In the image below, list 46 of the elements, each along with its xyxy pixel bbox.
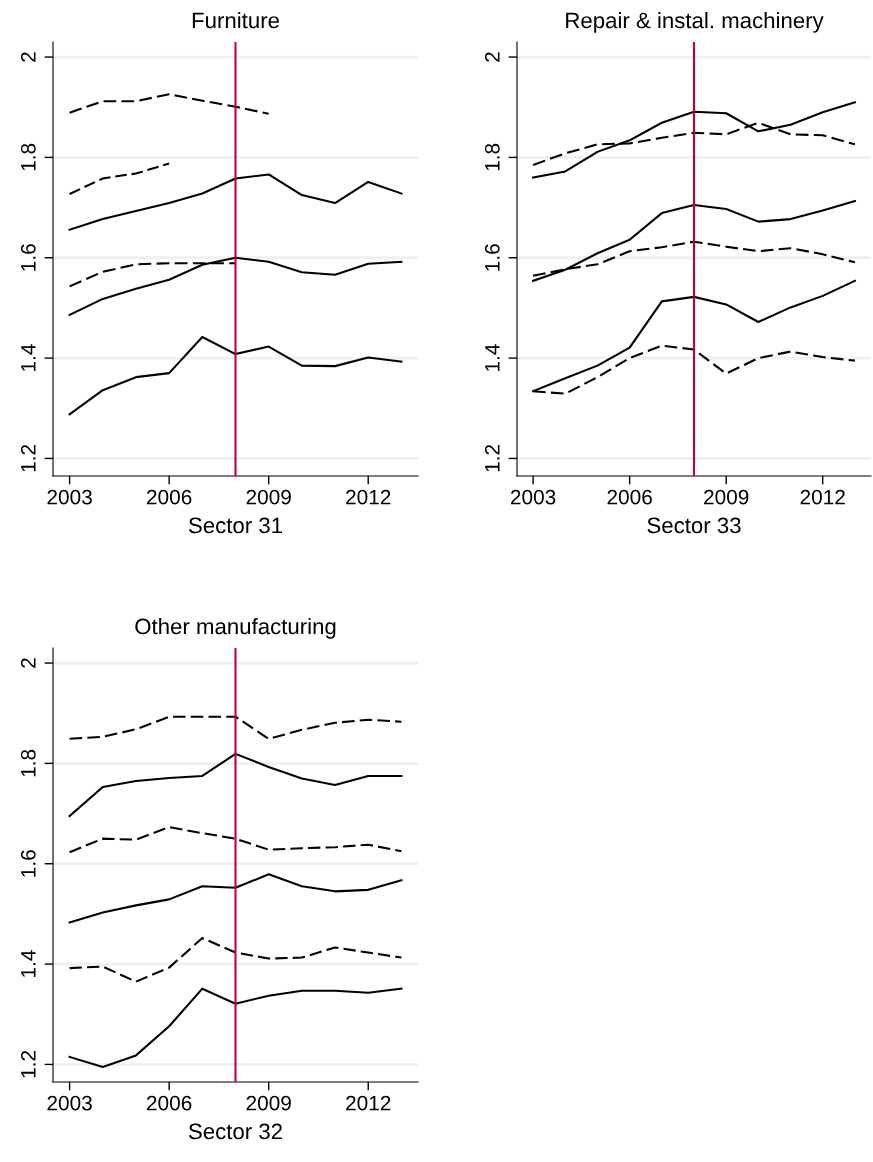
x-tick-label: 2003 bbox=[47, 489, 92, 505]
x-tick-label: 2012 bbox=[800, 489, 845, 505]
y-tick-label: 1.8 bbox=[484, 143, 500, 171]
x-tick-label: 2009 bbox=[704, 489, 749, 505]
y-tick-label: 1.8 bbox=[20, 143, 36, 171]
line-series bbox=[68, 987, 403, 1068]
line-series bbox=[68, 173, 403, 231]
chart-title: Other manufacturing bbox=[135, 618, 336, 639]
y-tick-label: 2 bbox=[20, 658, 36, 668]
y-tick-label: 1.8 bbox=[20, 749, 36, 777]
line-series bbox=[68, 715, 403, 740]
x-tick-label: 2006 bbox=[147, 489, 192, 505]
x-tick-label: 2003 bbox=[510, 489, 556, 505]
chart-title: Furniture bbox=[192, 12, 279, 29]
y-tick-label: 1.6 bbox=[484, 244, 500, 271]
line-series bbox=[68, 752, 403, 818]
x-tick-label: 2003 bbox=[47, 1095, 92, 1111]
x-tick-label: 2009 bbox=[246, 489, 291, 505]
y-tick-label: 1.4 bbox=[485, 344, 500, 371]
line-series bbox=[532, 200, 856, 282]
line-series bbox=[68, 873, 403, 924]
x-axis-title: Sector 32 bbox=[188, 1123, 282, 1140]
y-tick-label: 1.4 bbox=[21, 344, 36, 371]
x-axis-title: Sector 31 bbox=[188, 517, 282, 534]
x-tick-label: 2012 bbox=[346, 1095, 391, 1111]
y-tick-label: 1.4 bbox=[21, 950, 36, 977]
y-tick-label: 1.2 bbox=[20, 445, 36, 472]
chart-title: Repair & instal. machinery bbox=[566, 12, 824, 33]
line-series bbox=[68, 162, 171, 196]
line-series bbox=[68, 936, 403, 983]
y-tick-label: 1.6 bbox=[20, 850, 36, 877]
y-tick-label: 1.6 bbox=[20, 244, 36, 271]
y-tick-label: 1.2 bbox=[20, 1051, 36, 1078]
y-tick-label: 2 bbox=[20, 52, 36, 62]
y-tick-label: 1.2 bbox=[484, 445, 500, 472]
line-series bbox=[68, 335, 403, 416]
line-series bbox=[68, 256, 403, 316]
x-tick-label: 2006 bbox=[147, 1095, 192, 1111]
line-series bbox=[532, 101, 856, 179]
line-series bbox=[68, 93, 270, 115]
x-tick-label: 2009 bbox=[246, 1095, 291, 1111]
x-tick-label: 2006 bbox=[607, 489, 652, 505]
x-axis-title: Sector 33 bbox=[647, 517, 741, 534]
x-tick-label: 2012 bbox=[346, 489, 391, 505]
line-series bbox=[68, 826, 403, 854]
y-tick-label: 2 bbox=[484, 52, 500, 62]
